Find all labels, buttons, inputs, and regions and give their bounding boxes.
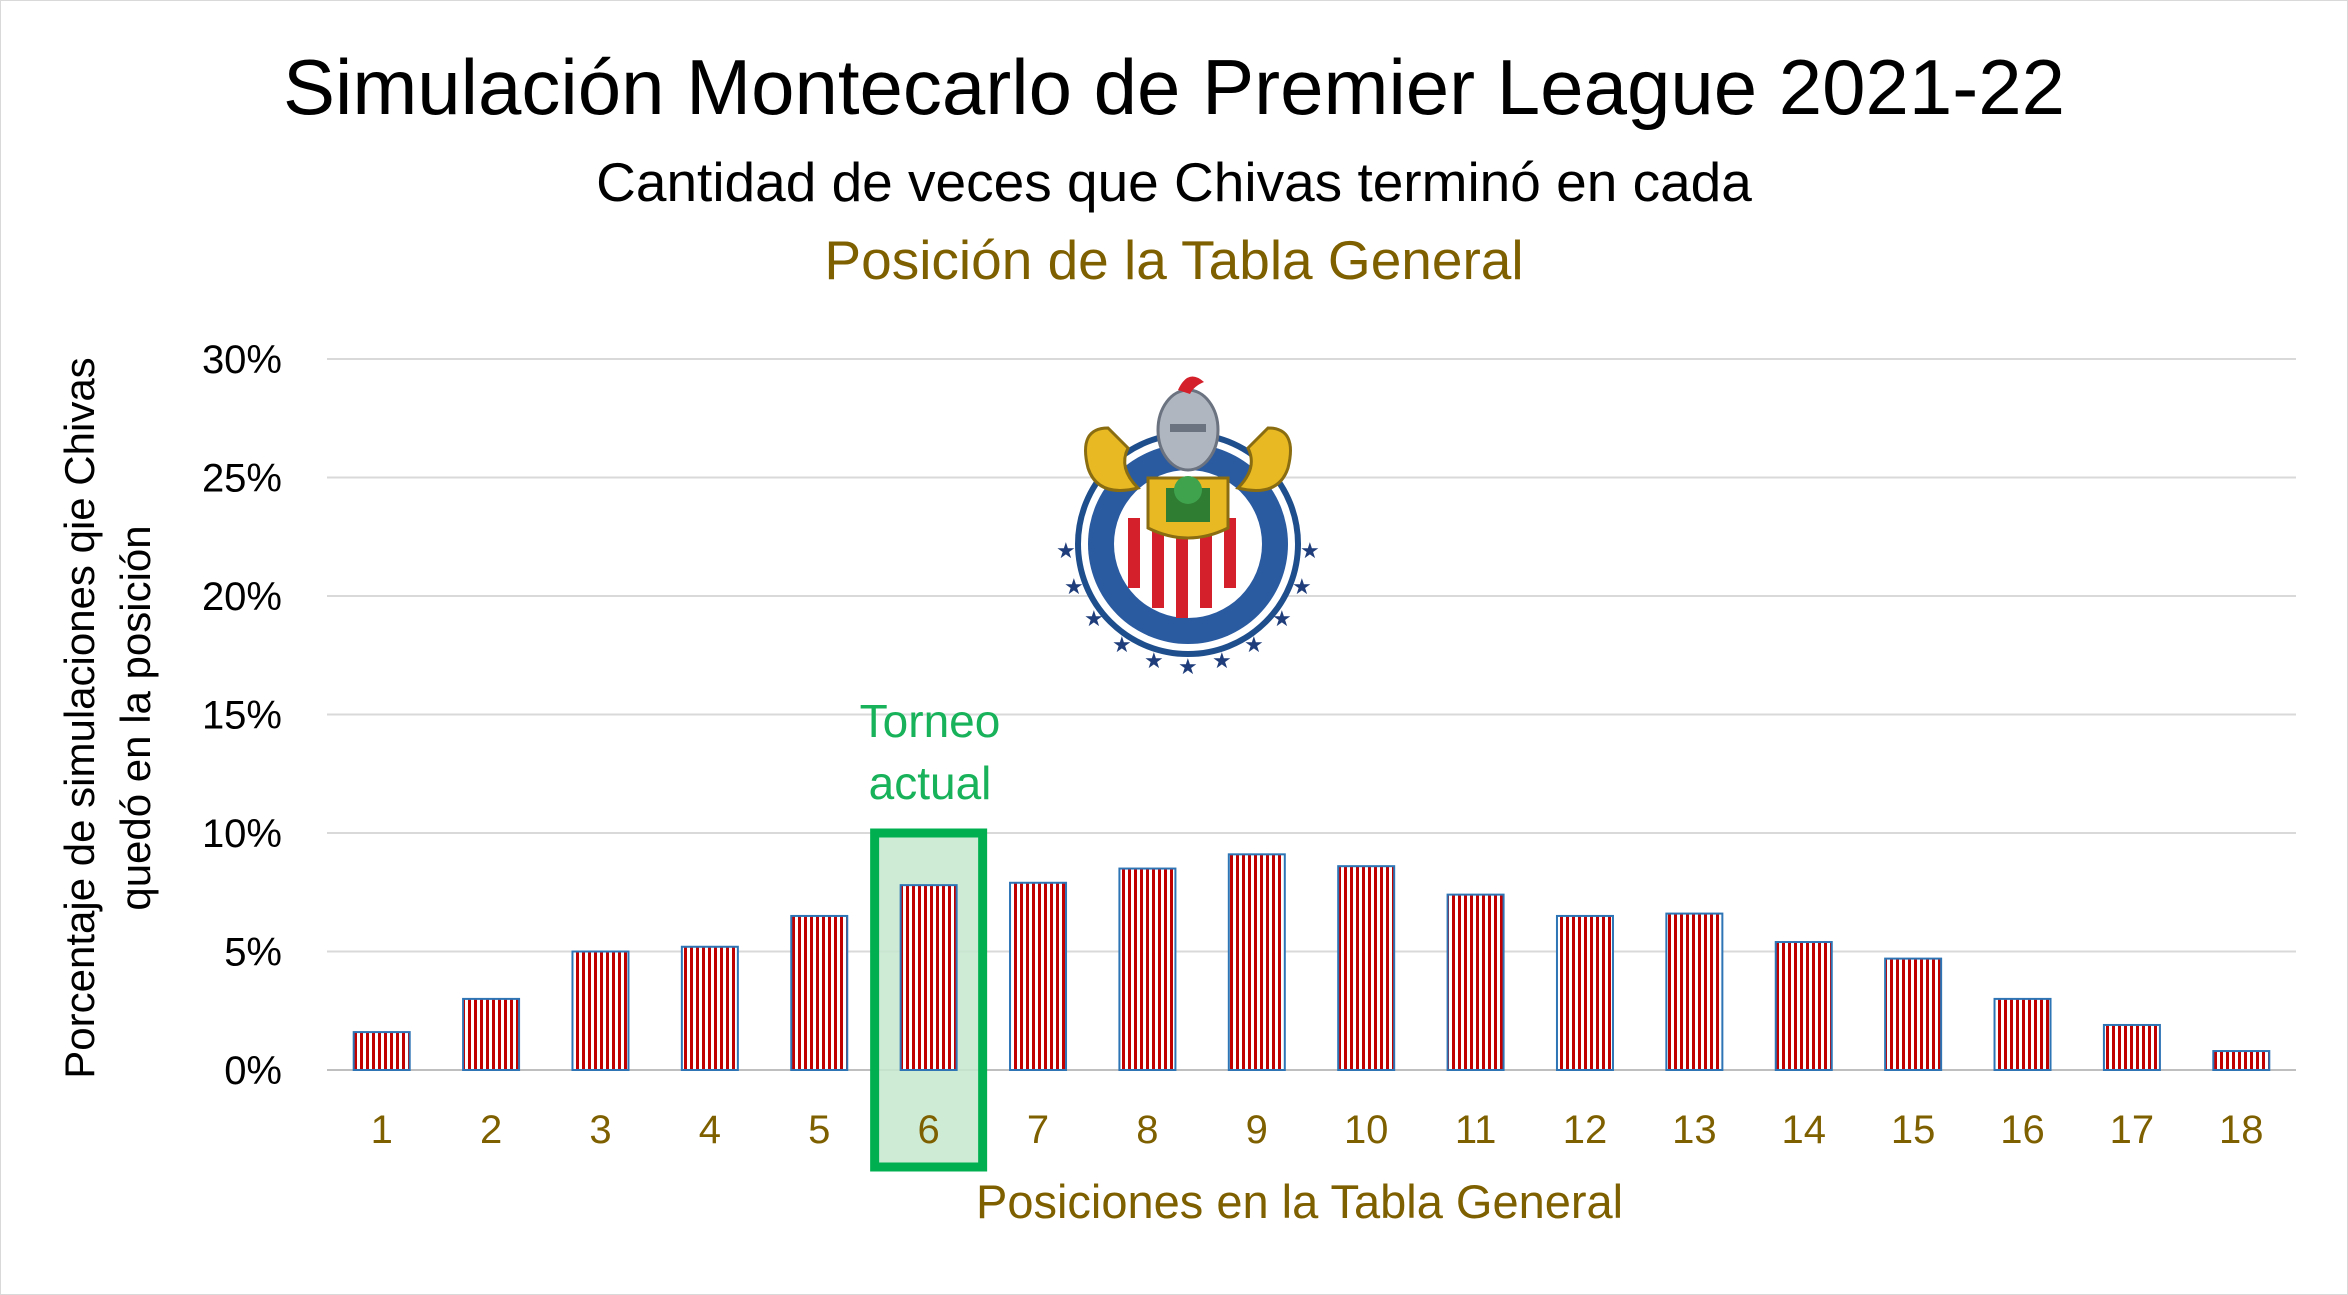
x-tick-label: 8 (1136, 1108, 1158, 1152)
bar (1009, 881, 1068, 1072)
y-axis-ticks: 0% 5% 10% 15% 20% 25% 30% (202, 338, 282, 1093)
bar (462, 997, 521, 1072)
x-tick-label: 17 (2110, 1108, 2155, 1152)
y-tick-label: 30% (202, 338, 282, 382)
bar (899, 884, 958, 1072)
bar (790, 914, 849, 1072)
bar (352, 1031, 411, 1071)
x-tick-label: 7 (1027, 1108, 1049, 1152)
x-tick-label: 15 (1891, 1108, 1936, 1152)
x-tick-label: 9 (1246, 1108, 1268, 1152)
chivas-logo: ★ ★ ★ ★ ★ ★ ★ ★ ★ ★ ★ (1056, 376, 1320, 680)
svg-text:★: ★ (1244, 633, 1264, 658)
x-tick-label: 3 (589, 1108, 611, 1152)
bar (1227, 853, 1286, 1072)
svg-text:★: ★ (1144, 649, 1164, 674)
x-tick-label: 13 (1672, 1108, 1717, 1152)
svg-text:★: ★ (1292, 575, 1312, 600)
annotation-torneo-actual: Torneo actual (859, 695, 1001, 809)
chart-title: Simulación Montecarlo de Premier League … (282, 43, 2066, 131)
x-tick-label: 2 (480, 1108, 502, 1152)
x-tick-label: 12 (1563, 1108, 1608, 1152)
svg-text:★: ★ (1064, 575, 1084, 600)
bar (1665, 912, 1724, 1072)
bar (1337, 865, 1396, 1071)
logo-stripes (1128, 518, 1236, 618)
x-tick-label: 10 (1344, 1108, 1389, 1152)
x-tick-label: 18 (2219, 1108, 2264, 1152)
y-tick-label: 20% (202, 575, 282, 619)
y-tick-label: 15% (202, 694, 282, 738)
bar (1446, 893, 1505, 1071)
x-axis-ticks: 1 2 3 4 5 6 7 8 9 10 11 12 13 14 15 16 17 18 (371, 1108, 2264, 1152)
x-tick-label: 4 (699, 1108, 721, 1152)
x-tick-label: 16 (2000, 1108, 2045, 1152)
x-tick-label: 14 (1782, 1108, 1827, 1152)
bar (1555, 914, 1614, 1072)
bars (352, 853, 2271, 1072)
bar (680, 945, 739, 1072)
bar (571, 950, 630, 1071)
y-tick-label: 25% (202, 457, 282, 501)
bar (2212, 1050, 2271, 1072)
gridlines (327, 358, 2296, 1071)
bar (1118, 867, 1177, 1071)
x-axis-label: Posiciones en la Tabla General (976, 1175, 1624, 1228)
svg-text:★: ★ (1056, 539, 1076, 564)
svg-text:★: ★ (1178, 655, 1198, 680)
x-tick-label: 6 (918, 1108, 940, 1152)
y-tick-label: 10% (202, 812, 282, 856)
svg-text:★: ★ (1112, 633, 1132, 658)
bar (2102, 1023, 2161, 1071)
chart-subtitle-secondary: Posición de la Tabla General (824, 229, 1524, 291)
x-tick-label: 1 (371, 1108, 393, 1152)
y-tick-label: 5% (224, 931, 282, 975)
x-tick-label: 5 (808, 1108, 830, 1152)
bar (1774, 941, 1833, 1072)
y-tick-label: 0% (224, 1049, 282, 1093)
chart-subtitle: Cantidad de veces que Chivas terminó en … (596, 151, 1752, 213)
bar (1993, 997, 2052, 1072)
svg-text:★: ★ (1300, 539, 1320, 564)
bar (1884, 957, 1943, 1071)
svg-text:★: ★ (1212, 649, 1232, 674)
x-tick-label: 11 (1455, 1108, 1497, 1152)
